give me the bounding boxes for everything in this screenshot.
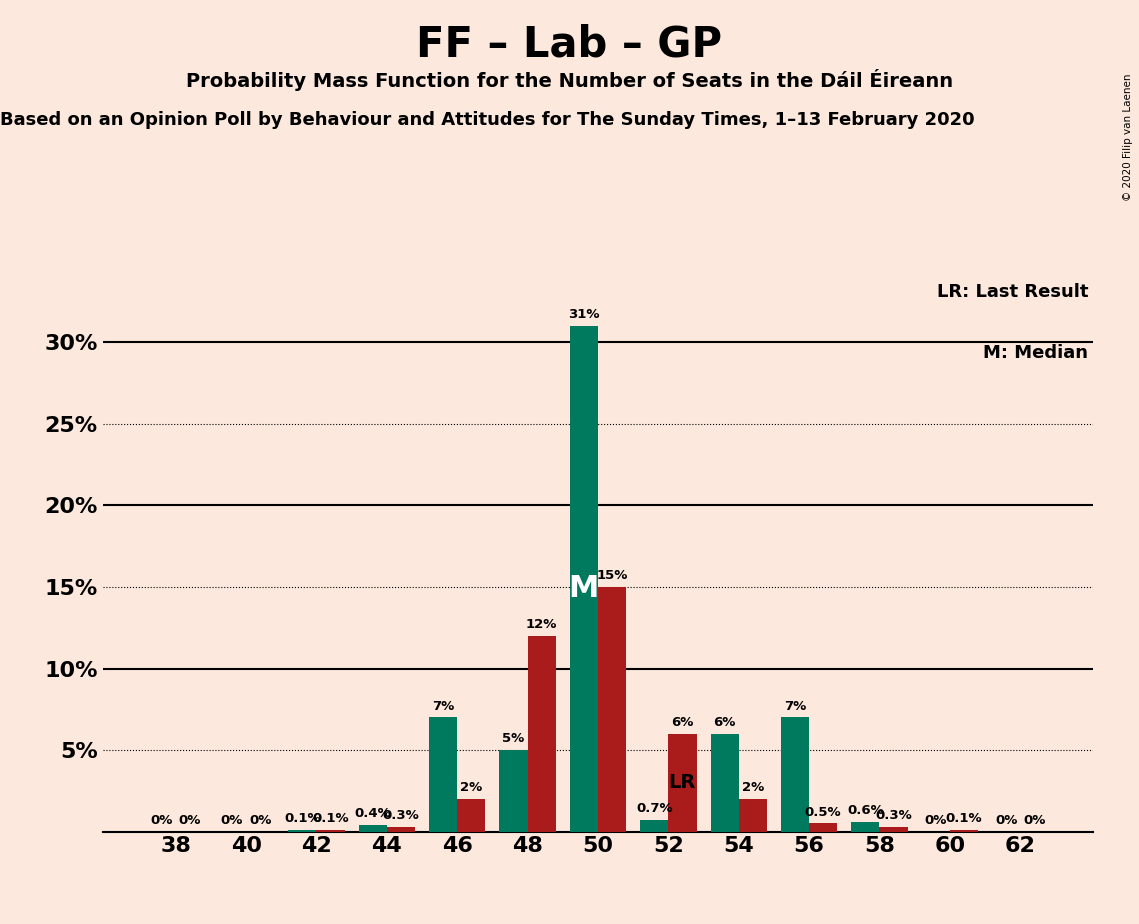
- Text: 0.4%: 0.4%: [354, 808, 391, 821]
- Text: 12%: 12%: [526, 618, 557, 631]
- Bar: [739, 799, 767, 832]
- Text: 31%: 31%: [568, 309, 599, 322]
- Bar: [950, 830, 978, 832]
- Bar: [457, 799, 485, 832]
- Text: 0%: 0%: [995, 814, 1017, 827]
- Bar: [499, 750, 527, 832]
- Text: 0%: 0%: [221, 814, 244, 827]
- Text: 0.1%: 0.1%: [312, 812, 349, 825]
- Text: © 2020 Filip van Laenen: © 2020 Filip van Laenen: [1123, 74, 1133, 201]
- Text: 0.7%: 0.7%: [636, 802, 673, 815]
- Text: 0%: 0%: [150, 814, 173, 827]
- Text: 7%: 7%: [784, 699, 806, 712]
- Text: 0.6%: 0.6%: [847, 804, 884, 817]
- Bar: [598, 587, 626, 832]
- Text: 0.5%: 0.5%: [805, 806, 842, 819]
- Bar: [781, 717, 809, 832]
- Bar: [809, 823, 837, 832]
- Bar: [570, 326, 598, 832]
- Text: Based on an Opinion Poll by Behaviour and Attitudes for The Sunday Times, 1–13 F: Based on an Opinion Poll by Behaviour an…: [0, 111, 975, 128]
- Text: 0.3%: 0.3%: [875, 808, 912, 821]
- Text: 0%: 0%: [1023, 814, 1046, 827]
- Text: 2%: 2%: [741, 781, 764, 794]
- Bar: [527, 636, 556, 832]
- Text: Probability Mass Function for the Number of Seats in the Dáil Éireann: Probability Mass Function for the Number…: [186, 69, 953, 91]
- Text: 0%: 0%: [925, 814, 947, 827]
- Bar: [879, 827, 908, 832]
- Text: 0%: 0%: [179, 814, 200, 827]
- Text: LR: Last Result: LR: Last Result: [937, 283, 1089, 300]
- Text: 6%: 6%: [713, 716, 736, 729]
- Bar: [288, 830, 317, 832]
- Text: 15%: 15%: [597, 569, 628, 582]
- Bar: [851, 821, 879, 832]
- Text: 7%: 7%: [432, 699, 454, 712]
- Bar: [711, 734, 739, 832]
- Bar: [640, 821, 669, 832]
- Bar: [387, 827, 415, 832]
- Text: 6%: 6%: [671, 716, 694, 729]
- Text: 5%: 5%: [502, 732, 525, 745]
- Text: M: Median: M: Median: [983, 344, 1089, 361]
- Text: FF – Lab – GP: FF – Lab – GP: [417, 23, 722, 65]
- Text: LR: LR: [669, 773, 696, 792]
- Bar: [669, 734, 697, 832]
- Bar: [359, 825, 387, 832]
- Text: 0.1%: 0.1%: [284, 812, 321, 825]
- Bar: [429, 717, 457, 832]
- Text: M: M: [568, 575, 599, 603]
- Text: 0.3%: 0.3%: [383, 808, 419, 821]
- Bar: [317, 830, 345, 832]
- Text: 2%: 2%: [460, 781, 483, 794]
- Text: 0.1%: 0.1%: [945, 812, 982, 825]
- Text: 0%: 0%: [249, 814, 271, 827]
